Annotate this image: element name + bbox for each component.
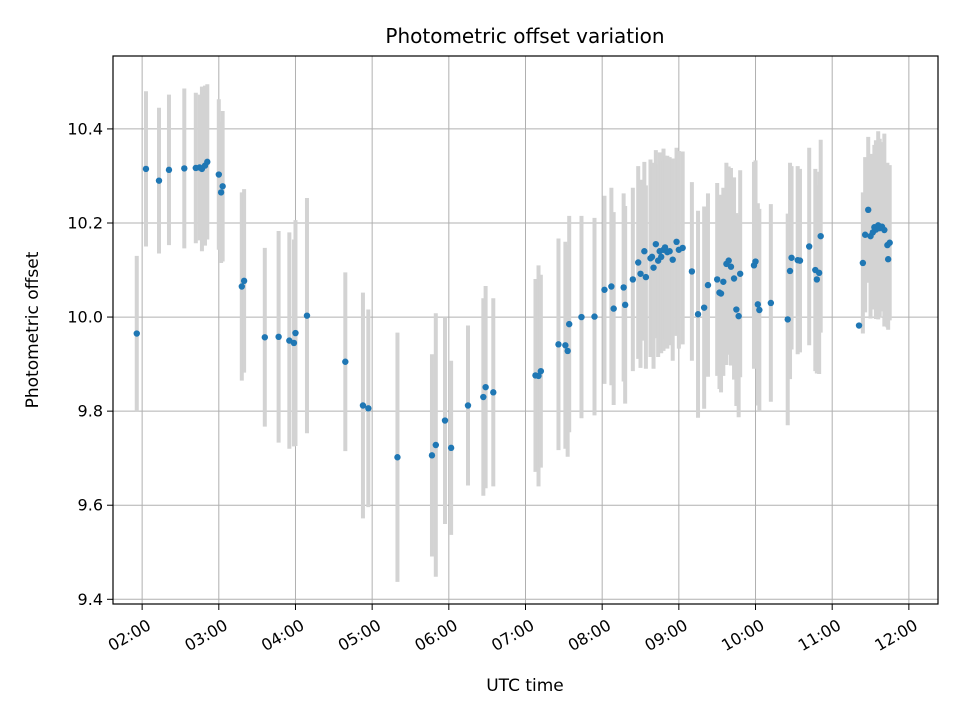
data-point	[884, 256, 892, 263]
data-point	[796, 257, 804, 264]
data-point	[290, 339, 298, 347]
data-point	[342, 358, 349, 365]
grid	[113, 56, 938, 604]
chart-title: Photometric offset variation	[385, 24, 664, 48]
data-point	[637, 270, 644, 277]
data-point	[181, 165, 188, 172]
data-point	[641, 248, 648, 255]
data-point	[673, 238, 680, 246]
data-point	[428, 452, 436, 459]
data-point	[537, 367, 545, 375]
data-point	[482, 383, 489, 391]
data-point	[292, 329, 299, 337]
data-points	[133, 158, 893, 461]
data-point	[610, 305, 617, 312]
data-point	[441, 417, 449, 424]
data-point	[591, 313, 598, 320]
data-point	[727, 263, 735, 270]
data-point	[805, 243, 813, 250]
data-point	[490, 389, 497, 396]
data-point	[754, 301, 762, 308]
data-point	[767, 299, 775, 307]
data-point	[635, 259, 642, 266]
y-tick-label: 10.2	[67, 213, 103, 232]
data-point	[608, 283, 615, 290]
data-point	[642, 273, 650, 281]
data-point	[142, 165, 150, 173]
data-point	[813, 276, 821, 283]
data-point	[601, 286, 608, 293]
data-point	[679, 244, 686, 252]
data-point	[217, 189, 225, 196]
data-point	[666, 248, 673, 255]
data-point	[736, 270, 744, 277]
data-point	[555, 341, 562, 348]
data-point	[725, 257, 732, 264]
data-point	[621, 301, 629, 309]
data-point	[713, 276, 721, 283]
data-point	[720, 278, 727, 285]
data-point	[717, 290, 725, 297]
data-point	[303, 312, 311, 319]
data-point	[752, 258, 759, 265]
data-point	[620, 284, 627, 291]
data-point	[815, 269, 823, 277]
x-axis-label: UTC time	[486, 676, 564, 696]
data-point	[817, 232, 824, 240]
data-point	[669, 256, 676, 263]
data-point	[133, 330, 140, 337]
data-point	[756, 306, 763, 314]
data-point	[219, 183, 226, 190]
data-point	[861, 231, 869, 238]
data-point	[658, 253, 665, 261]
data-point	[566, 320, 573, 328]
data-point	[788, 254, 795, 261]
data-point	[881, 226, 888, 234]
data-point	[365, 405, 372, 412]
data-point	[733, 306, 740, 313]
y-tick-label: 10.0	[67, 308, 103, 327]
data-point	[629, 276, 637, 283]
data-point	[578, 313, 585, 321]
data-point	[859, 259, 867, 267]
data-point	[886, 239, 893, 246]
data-point	[562, 342, 569, 349]
data-point	[238, 283, 246, 290]
data-point	[215, 171, 223, 178]
data-point	[694, 311, 702, 318]
y-axis: 9.4 9.6 9.8 10.0 10.2 10.4	[67, 119, 113, 609]
y-tick-label: 9.4	[78, 590, 103, 609]
data-point	[735, 312, 742, 320]
data-point	[359, 402, 367, 409]
data-point	[464, 402, 472, 409]
data-point	[275, 333, 282, 341]
data-point	[784, 316, 791, 323]
data-point	[786, 267, 794, 275]
data-point	[650, 264, 657, 271]
y-tick-label: 10.4	[67, 119, 103, 138]
data-point	[240, 277, 248, 285]
data-point	[648, 253, 656, 261]
data-point	[432, 441, 439, 449]
data-point	[155, 177, 163, 184]
y-tick-label: 9.6	[78, 496, 103, 515]
data-point	[261, 334, 269, 341]
y-axis-label: Photometric offset	[23, 251, 43, 408]
data-point	[480, 393, 487, 401]
y-tick-label: 9.8	[78, 402, 103, 421]
data-point	[704, 281, 712, 289]
data-point	[204, 158, 211, 166]
data-point	[394, 454, 401, 461]
data-point	[688, 268, 696, 275]
data-point	[855, 322, 863, 329]
data-point	[700, 304, 708, 311]
data-point	[865, 206, 872, 214]
data-point	[652, 240, 660, 248]
data-point	[564, 347, 571, 355]
data-point	[447, 444, 455, 452]
data-point	[165, 166, 173, 174]
data-point	[730, 275, 738, 282]
